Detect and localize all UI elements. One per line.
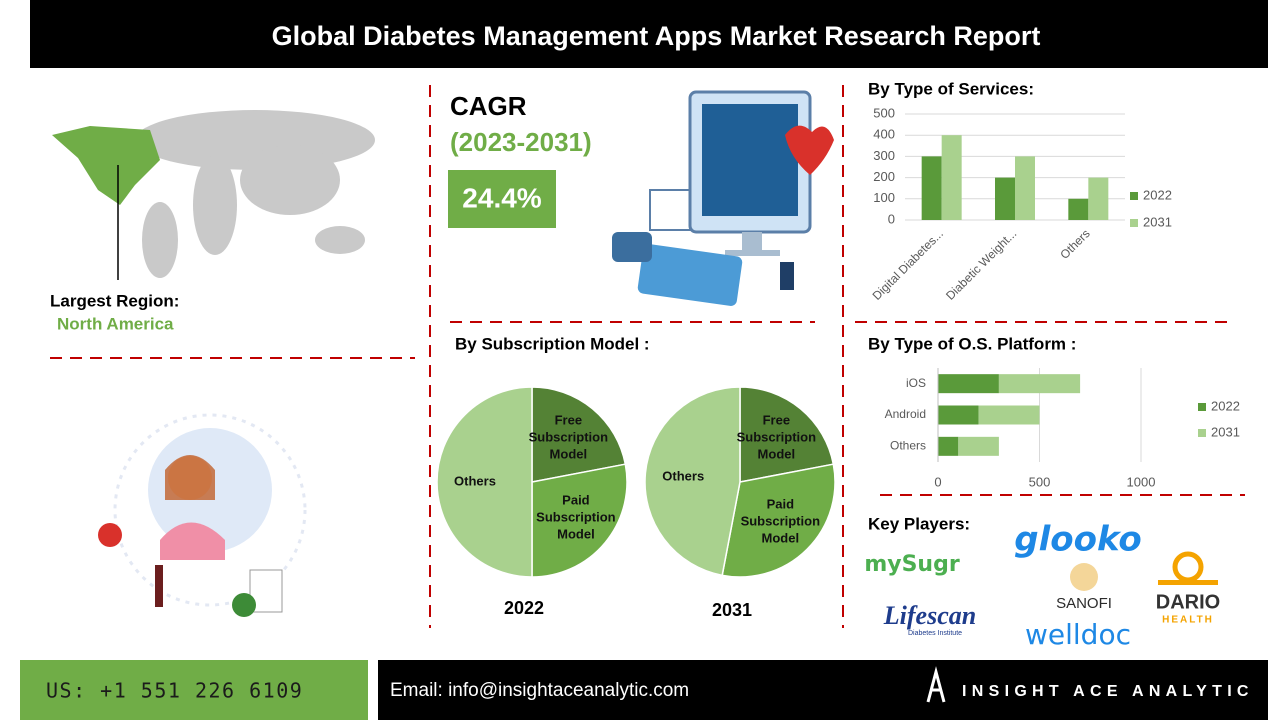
chart-title: By Type of O.S. Platform : [868, 334, 1076, 353]
x-tick-label: Others [1057, 226, 1092, 261]
pie-slice [739, 386, 835, 483]
region-value: North America [57, 314, 174, 333]
y-tick-label: 0 [888, 211, 895, 226]
legend-swatch [1198, 403, 1206, 411]
bar [938, 374, 999, 394]
y-tick-label: 200 [873, 169, 895, 184]
pie-label: Free Subscription Model [736, 412, 817, 462]
patient-illustration [98, 413, 307, 617]
cagr-period: (2023-2031) [450, 127, 592, 157]
pie-label: Others [454, 473, 496, 489]
key-players-title: Key Players: [868, 514, 970, 533]
legend-label: 2022 [1143, 187, 1172, 202]
pie-slice [436, 386, 533, 578]
bar [995, 177, 1015, 220]
sanofi-icon [1070, 563, 1098, 591]
email: Email: info@insightaceanalytic.com [390, 680, 689, 701]
legend-label: 2022 [1211, 398, 1240, 413]
y-tick-label: 400 [873, 127, 895, 142]
bar [938, 436, 959, 456]
pie-caption: 2022 [504, 598, 544, 618]
player-logo: mySugr [864, 552, 960, 577]
y-tick-label: iOS [906, 376, 926, 390]
player-logo: glooko [1014, 520, 1141, 560]
cagr-label: CAGR [450, 91, 527, 121]
x-tick-label: Digital Diabetes... [870, 226, 946, 302]
header-bar [30, 0, 1268, 68]
player-logo: Lifescan [883, 601, 976, 630]
legend-swatch [1130, 219, 1138, 227]
pie-label: Paid Subscription Model [740, 496, 821, 546]
y-tick-label: 100 [873, 190, 895, 205]
x-tick-label: 500 [1029, 474, 1051, 489]
x-tick-label: 0 [934, 474, 941, 489]
chart-title: By Type of Services: [868, 79, 1034, 98]
pie-label: Free Subscription Model [528, 412, 609, 462]
bar [1015, 156, 1035, 220]
y-tick-label: 500 [873, 105, 895, 120]
clinic-illustration [612, 90, 834, 306]
dario-icon [1172, 551, 1204, 583]
player-logo: welldoc [1025, 618, 1131, 651]
y-tick-label: 300 [873, 148, 895, 163]
brand: INSIGHT ACE ANALYTIC [962, 683, 1254, 700]
x-tick-label: 1000 [1127, 474, 1156, 489]
world-map [52, 110, 375, 280]
y-tick-label: Android [885, 407, 926, 421]
pie-slice [721, 463, 836, 578]
pie-slice [531, 386, 627, 483]
dario-icon-base [1158, 580, 1218, 585]
email-box [378, 660, 1268, 720]
player-logo: HEALTH [1162, 615, 1214, 626]
pie-slice [644, 386, 741, 577]
pie-caption: 2031 [712, 600, 752, 620]
region-label: Largest Region: [50, 291, 179, 310]
legend-swatch [1198, 429, 1206, 437]
legend-label: 2031 [1143, 214, 1172, 229]
separators [50, 85, 1245, 628]
brand-icon [926, 666, 946, 703]
bar [998, 374, 1081, 394]
legend-swatch [1130, 192, 1138, 200]
subscription-title: By Subscription Model : [455, 334, 650, 353]
phone: US: +1 551 226 6109 [46, 679, 303, 703]
bar [921, 156, 942, 220]
y-tick-label: Others [890, 439, 926, 453]
player-logo: SANOFI [1056, 595, 1112, 612]
pie-label: Others [662, 468, 705, 484]
bar [1068, 198, 1089, 220]
pie-slice [531, 463, 628, 578]
bar [1088, 177, 1109, 220]
pie-label: Paid Subscription Model [536, 492, 616, 542]
bar [978, 405, 1040, 425]
legend-label: 2031 [1211, 424, 1240, 439]
page-title: Global Diabetes Management Apps Market R… [272, 21, 1041, 51]
player-logo: Diabetes Institute [908, 630, 962, 637]
bar [958, 436, 999, 456]
x-tick-label: Diabetic Weight... [943, 226, 1019, 302]
cagr-box [448, 170, 556, 228]
bar [938, 405, 979, 425]
cagr-value: 24.4% [462, 182, 541, 213]
phone-box [20, 660, 368, 720]
player-logo: DARIO [1156, 591, 1220, 613]
bar [941, 135, 962, 220]
